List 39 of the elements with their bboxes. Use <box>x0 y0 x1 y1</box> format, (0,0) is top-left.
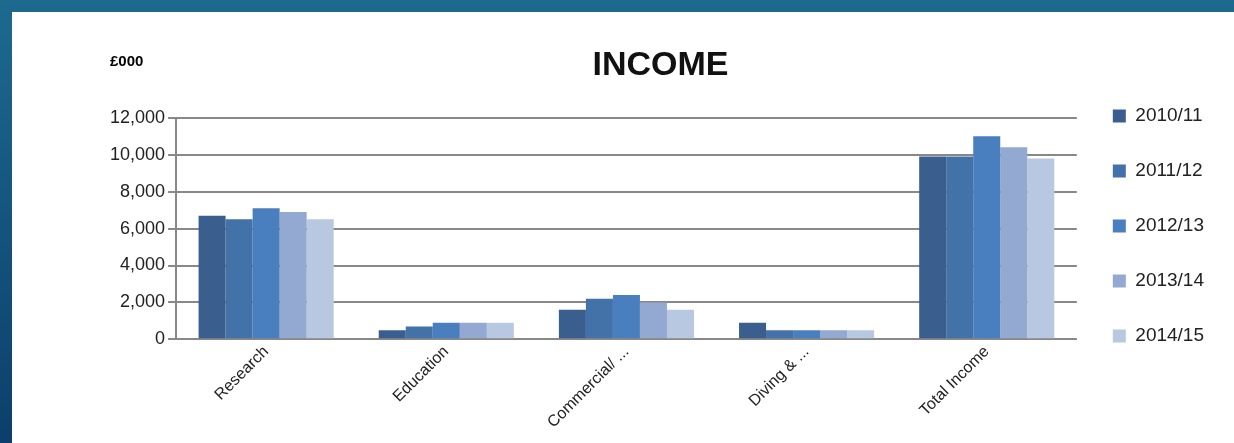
bar <box>919 156 947 339</box>
legend-label: 2010/11 <box>1135 104 1203 126</box>
bar <box>766 330 794 339</box>
bar <box>847 330 875 339</box>
bar <box>820 330 848 339</box>
bar <box>432 322 460 339</box>
bar <box>793 330 821 339</box>
bar <box>459 322 487 339</box>
bar <box>973 136 1001 339</box>
chart-title: INCOME <box>592 43 729 82</box>
bar <box>739 322 767 339</box>
bar <box>666 309 694 339</box>
y-tick-label: 8,000 <box>120 180 166 201</box>
bar <box>639 302 667 339</box>
bar <box>1000 147 1028 339</box>
bar <box>1027 158 1055 339</box>
y-tick-label: 2,000 <box>120 291 166 312</box>
legend-label: 2011/12 <box>1135 159 1203 181</box>
legend-label: 2014/15 <box>1135 324 1205 346</box>
y-tick-label: 6,000 <box>120 217 166 238</box>
bar <box>585 298 613 339</box>
bar <box>946 156 974 339</box>
y-tick-label: 0 <box>155 328 166 349</box>
bar <box>405 326 433 339</box>
bar <box>225 219 253 339</box>
bar <box>486 322 514 339</box>
bar <box>252 208 280 339</box>
bar <box>306 219 334 339</box>
legend-label: 2012/13 <box>1135 214 1205 236</box>
bar <box>558 309 586 339</box>
bar <box>378 330 406 339</box>
y-tick-label: 4,000 <box>120 254 166 275</box>
bar <box>612 295 640 339</box>
y-axis-title: £000 <box>110 52 144 70</box>
bar <box>198 215 226 339</box>
bar <box>279 211 307 339</box>
y-tick-label: 10,000 <box>109 143 166 164</box>
legend-label: 2013/14 <box>1135 269 1205 291</box>
y-tick-label: 12,000 <box>109 106 166 127</box>
